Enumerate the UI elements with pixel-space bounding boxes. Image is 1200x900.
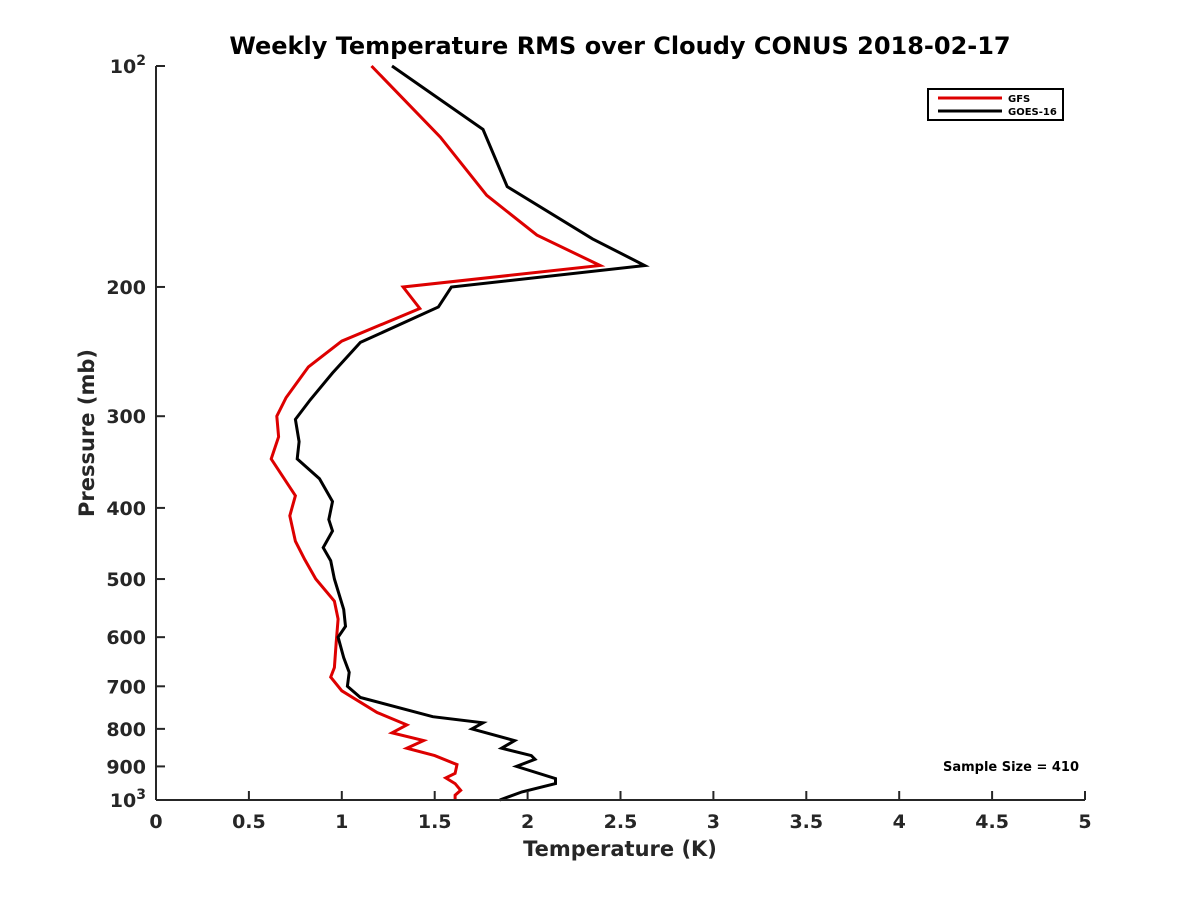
y-tick-label: 500 — [106, 569, 146, 591]
y-tick-label: 700 — [106, 676, 146, 698]
x-tick-label: 2 — [521, 811, 534, 833]
series-line-goes-16 — [293, 64, 650, 802]
x-axis-label: Temperature (K) — [523, 837, 717, 861]
y-tick-label: 102 — [110, 53, 146, 78]
x-tick-label: 3.5 — [789, 811, 823, 833]
legend: GFS GOES-16 — [927, 88, 1064, 121]
y-tick-label: 600 — [106, 627, 146, 649]
x-tick-label: 0.5 — [232, 811, 266, 833]
x-tick-label: 3 — [707, 811, 720, 833]
chart-title: Weekly Temperature RMS over Cloudy CONUS… — [229, 32, 1010, 60]
x-tick-label: 2.5 — [604, 811, 638, 833]
x-tick-label: 0 — [149, 811, 162, 833]
legend-label: GFS — [1008, 94, 1030, 105]
legend-label: GOES-16 — [1008, 107, 1057, 118]
y-tick-label: 900 — [106, 756, 146, 778]
series-line-gfs — [269, 64, 606, 800]
y-axis-label: Pressure (mb) — [75, 349, 99, 517]
legend-box — [927, 88, 1064, 121]
y-tick-label: 200 — [106, 277, 146, 299]
x-tick-label: 4.5 — [975, 811, 1009, 833]
y-tick-label: 400 — [106, 498, 146, 520]
x-tick-label: 1 — [335, 811, 348, 833]
sample-size-annotation: Sample Size = 410 — [943, 760, 1079, 775]
y-tick-label: 300 — [106, 406, 146, 428]
x-tick-label: 5 — [1078, 811, 1091, 833]
x-tick-label: 1.5 — [418, 811, 452, 833]
x-tick-label: 4 — [893, 811, 906, 833]
plot-area: 0 0.5 1 1.5 2 2.5 3 3.5 4 4.5 5 102 200 300 400 500 600 7… — [106, 53, 1091, 833]
y-tick-label: 800 — [106, 719, 146, 741]
y-tick-label: 103 — [110, 787, 146, 812]
